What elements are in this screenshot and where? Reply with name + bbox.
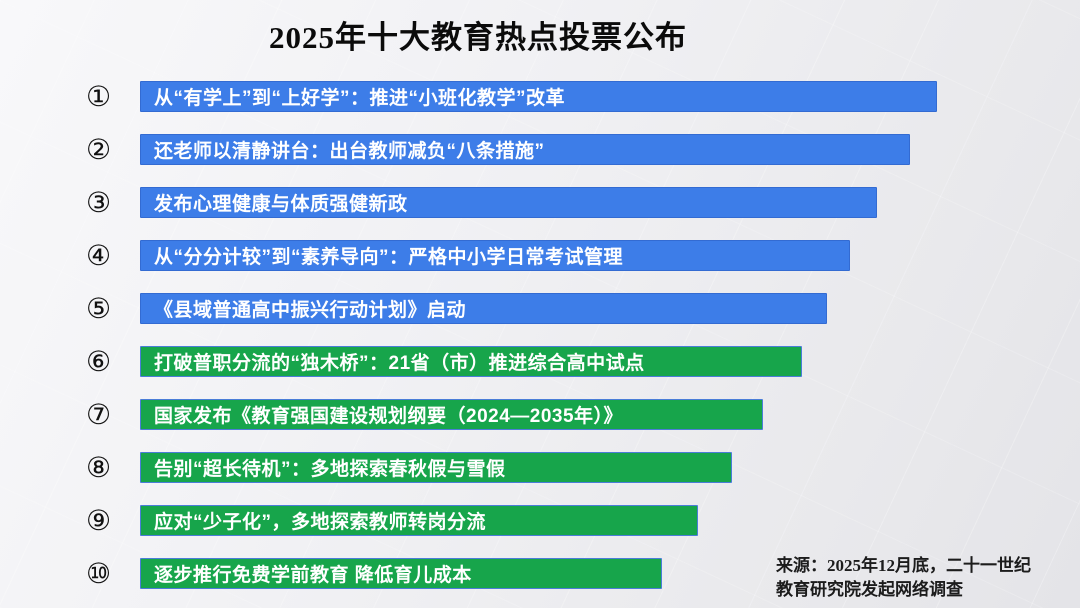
bar-row: ① 从“有学上”到“上好学”：推进“小班化教学”改革 xyxy=(0,70,1080,123)
bar-row: ② 还老师以清静讲台：出台教师减负“八条措施” xyxy=(0,123,1080,176)
bar-label: 还老师以清静讲台：出台教师减负“八条措施” xyxy=(154,141,545,162)
bar-row: ⑧ 告别“超长待机”：多地探索春秋假与雪假 xyxy=(0,441,1080,494)
bar: 逐步推行免费学前教育 降低育儿成本 xyxy=(140,558,662,589)
bar: 从“分分计较”到“素养导向”：严格中小学日常考试管理 xyxy=(140,240,850,271)
bar-label: 从“有学上”到“上好学”：推进“小班化教学”改革 xyxy=(154,88,566,109)
bar-label: 打破普职分流的“独木桥”：21省（市）推进综合高中试点 xyxy=(154,353,645,374)
bar: 发布心理健康与体质强健新政 xyxy=(140,187,877,218)
source-note-line2: 教育研究院发起网络调查 xyxy=(776,580,963,600)
rank-badge: ⑩ xyxy=(86,557,112,589)
rank-badge: ④ xyxy=(86,239,112,271)
source-note: 来源：2025年12月底，二十一世纪 教育研究院发起网络调查 xyxy=(776,554,1031,602)
bar-label: 从“分分计较”到“素养导向”：严格中小学日常考试管理 xyxy=(154,247,624,268)
bar-rows: ① 从“有学上”到“上好学”：推进“小班化教学”改革 ② 还老师以清静讲台：出台… xyxy=(0,70,1080,600)
rank-badge: ⑨ xyxy=(86,504,112,536)
bar-row: ③ 发布心理健康与体质强健新政 xyxy=(0,176,1080,229)
bar-row: ④ 从“分分计较”到“素养导向”：严格中小学日常考试管理 xyxy=(0,229,1080,282)
bar-row: ⑩ 逐步推行免费学前教育 降低育儿成本 xyxy=(0,547,1080,600)
rank-badge: ③ xyxy=(86,186,112,218)
bar-label: 告别“超长待机”：多地探索春秋假与雪假 xyxy=(154,459,506,480)
bar: 还老师以清静讲台：出台教师减负“八条措施” xyxy=(140,134,910,165)
bar-row: ⑥ 打破普职分流的“独木桥”：21省（市）推进综合高中试点 xyxy=(0,335,1080,388)
bar-label: 国家发布《教育强国建设规划纲要（2024—2035年）》 xyxy=(154,406,624,427)
rank-badge: ① xyxy=(86,80,112,112)
bar: 从“有学上”到“上好学”：推进“小班化教学”改革 xyxy=(140,81,937,112)
source-note-line1: 来源：2025年12月底，二十一世纪 xyxy=(776,556,1031,575)
bar: 国家发布《教育强国建设规划纲要（2024—2035年）》 xyxy=(140,399,763,430)
bar-row: ⑤ 《县域普通高中振兴行动计划》启动 xyxy=(0,282,1080,335)
bar-label: 逐步推行免费学前教育 降低育儿成本 xyxy=(154,565,472,586)
bar-label: 《县域普通高中振兴行动计划》启动 xyxy=(154,300,467,321)
rank-badge: ⑥ xyxy=(86,345,112,377)
bar-row: ⑨ 应对“少子化”，多地探索教师转岗分流 xyxy=(0,494,1080,547)
rank-badge: ② xyxy=(86,133,112,165)
bar: 《县域普通高中振兴行动计划》启动 xyxy=(140,293,827,324)
bar: 打破普职分流的“独木桥”：21省（市）推进综合高中试点 xyxy=(140,346,802,377)
bar-row: ⑦ 国家发布《教育强国建设规划纲要（2024—2035年）》 xyxy=(0,388,1080,441)
bar: 告别“超长待机”：多地探索春秋假与雪假 xyxy=(140,452,732,483)
bar: 应对“少子化”，多地探索教师转岗分流 xyxy=(140,505,698,536)
rank-badge: ⑦ xyxy=(86,398,112,430)
bar-label: 发布心理健康与体质强健新政 xyxy=(154,194,408,215)
chart-title: 2025年十大教育热点投票公布 xyxy=(269,20,687,55)
rank-badge: ⑧ xyxy=(86,451,112,483)
rank-badge: ⑤ xyxy=(86,292,112,324)
bar-label: 应对“少子化”，多地探索教师转岗分流 xyxy=(154,512,487,533)
